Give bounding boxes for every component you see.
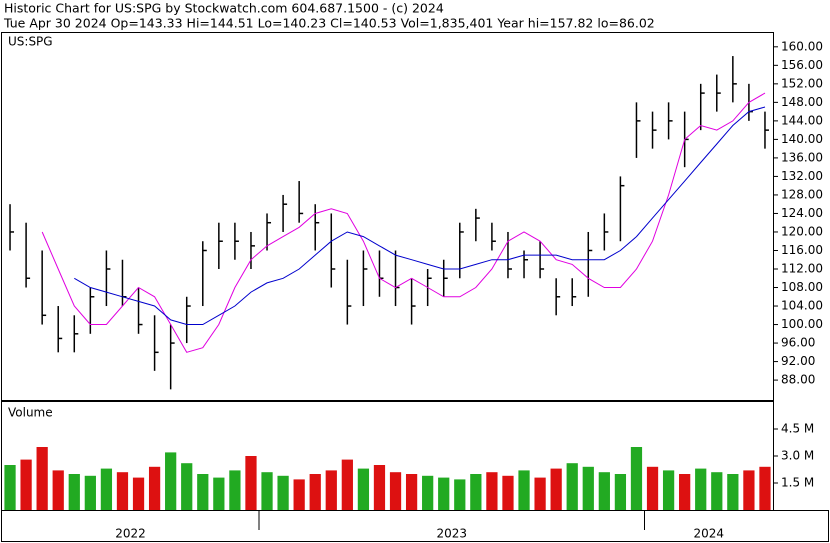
symbol-label: US:SPG xyxy=(8,35,53,49)
volume-bar xyxy=(598,472,610,510)
volume-bar xyxy=(213,477,225,510)
volume-bar xyxy=(100,468,113,510)
y-tick-label: 88.00 xyxy=(781,373,815,387)
volume-bar xyxy=(534,477,546,510)
volume-bar xyxy=(373,465,386,510)
y-tick-label: 124.00 xyxy=(781,206,823,220)
y-tick-label: 148.00 xyxy=(781,95,823,109)
chart-title: Historic Chart for US:SPG by Stockwatch.… xyxy=(4,1,444,16)
volume-bar xyxy=(454,479,466,510)
volume-bar xyxy=(486,472,498,510)
volume-bar xyxy=(438,477,450,510)
time-axis xyxy=(1,510,829,542)
y-tick-label: 4.5 M xyxy=(781,422,814,436)
y-tick-label: 3.0 M xyxy=(781,449,814,463)
moving-average xyxy=(41,92,766,353)
volume-bar xyxy=(148,466,161,510)
volume-bar xyxy=(759,466,771,510)
y-tick-label: 1.5 M xyxy=(781,476,814,490)
volume-bar xyxy=(695,468,707,510)
volume-bar xyxy=(197,474,209,510)
volume-bar xyxy=(132,477,145,510)
volume-bar xyxy=(341,459,353,510)
y-tick-label: 108.00 xyxy=(781,280,823,294)
x-tick-label: 2023 xyxy=(436,527,467,541)
y-tick-label: 100.00 xyxy=(781,317,823,331)
volume-bar xyxy=(181,463,193,510)
volume-bar xyxy=(229,470,241,510)
y-tick-label: 120.00 xyxy=(781,224,823,238)
y-tick-label: 136.00 xyxy=(781,150,823,164)
volume-bar xyxy=(325,470,337,510)
chart-subtitle: Tue Apr 30 2024 Op=143.33 Hi=144.51 Lo=1… xyxy=(3,16,655,31)
y-tick-label: 128.00 xyxy=(781,187,823,201)
volume-bar xyxy=(614,474,627,510)
volume-label: Volume xyxy=(8,406,53,420)
y-tick-label: 156.00 xyxy=(781,58,823,72)
volume-bar xyxy=(630,447,643,510)
y-tick-label: 132.00 xyxy=(781,169,823,183)
volume-bar xyxy=(518,470,530,510)
moving-average xyxy=(74,106,766,325)
volume-bar xyxy=(245,456,257,510)
y-tick-label: 96.00 xyxy=(781,336,815,350)
y-tick-label: 140.00 xyxy=(781,132,823,146)
volume-bar xyxy=(52,470,64,510)
y-tick-label: 104.00 xyxy=(781,299,823,313)
volume-bar xyxy=(679,474,691,510)
price-panel xyxy=(1,32,774,401)
volume-bar xyxy=(566,463,578,510)
volume-bar xyxy=(422,475,434,510)
volume-bar xyxy=(727,474,739,510)
volume-bar xyxy=(502,475,514,510)
volume-bar xyxy=(582,466,594,510)
volume-bar xyxy=(405,474,418,510)
x-tick-label: 2022 xyxy=(115,527,146,541)
volume-bar xyxy=(357,468,370,510)
y-tick-label: 144.00 xyxy=(781,113,823,127)
volume-bar xyxy=(293,479,305,510)
y-tick-label: 160.00 xyxy=(781,39,823,53)
volume-bar xyxy=(36,447,48,510)
volume-bar xyxy=(277,475,289,510)
volume-bar xyxy=(116,472,129,510)
volume-bar xyxy=(743,470,755,510)
volume-bar xyxy=(662,470,675,510)
y-tick-label: 112.00 xyxy=(781,262,823,276)
y-tick-label: 116.00 xyxy=(781,243,823,257)
volume-bar xyxy=(550,468,562,510)
volume-bar xyxy=(4,465,16,510)
volume-bar xyxy=(165,452,177,510)
volume-bar xyxy=(646,466,659,510)
volume-bar xyxy=(20,459,32,510)
y-tick-label: 92.00 xyxy=(781,354,815,368)
volume-bar xyxy=(84,475,96,510)
volume-bar xyxy=(261,472,273,510)
volume-bar xyxy=(711,472,723,510)
volume-bar xyxy=(68,474,80,510)
volume-bar xyxy=(470,474,482,510)
volume-bar xyxy=(389,472,402,510)
y-tick-label: 152.00 xyxy=(781,76,823,90)
volume-bar xyxy=(309,474,321,510)
x-tick-label: 2024 xyxy=(693,527,724,541)
